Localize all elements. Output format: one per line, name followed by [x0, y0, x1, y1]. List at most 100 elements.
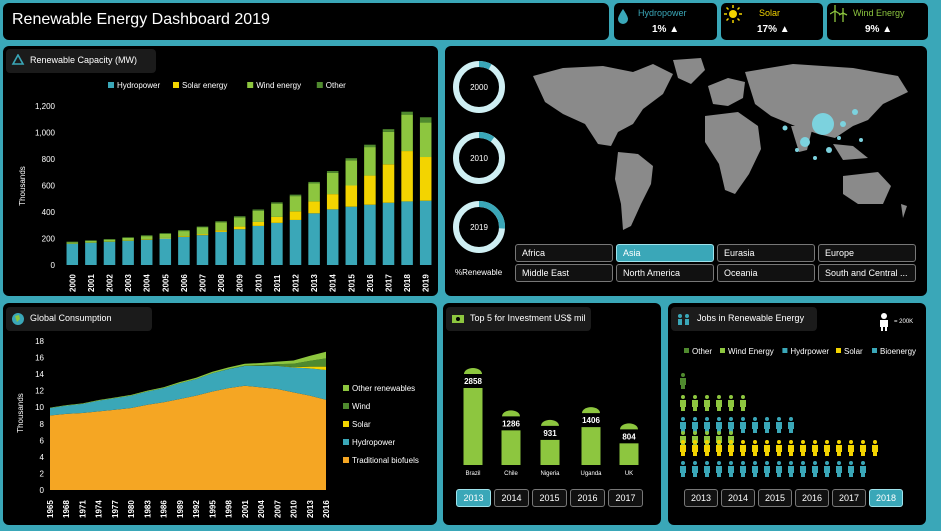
- capacity-bar-other: [66, 241, 79, 243]
- people-icon: [678, 314, 689, 325]
- capacity-x-tick: 2004: [143, 274, 152, 292]
- capacity-bar-solar-energy: [401, 151, 413, 202]
- consumption-legend-item: Hydropower: [352, 438, 395, 447]
- investment-year-2015[interactable]: 2015: [532, 489, 567, 507]
- investment-category-label: Brazil: [465, 471, 480, 477]
- capacity-x-tick: 2008: [217, 274, 226, 292]
- map-africa: [705, 112, 761, 194]
- capacity-bar-wind-energy: [401, 114, 413, 152]
- capacity-bar-wind-energy: [140, 236, 153, 240]
- consumption-y-tick: 14: [35, 370, 44, 379]
- investment-category-label: Nigeria: [540, 471, 560, 477]
- capacity-bar-solar-energy: [345, 185, 358, 207]
- capacity-bar-hydropower: [271, 222, 283, 265]
- jobs-person-icon: [692, 395, 698, 411]
- world-map[interactable]: [523, 54, 923, 244]
- region-button-asia[interactable]: Asia: [616, 244, 714, 262]
- region-button-middle-east[interactable]: Middle East: [515, 264, 613, 282]
- donut-arc: [478, 61, 492, 70]
- renewable-label: %Renewable: [455, 268, 503, 277]
- jobs-year-2014[interactable]: 2014: [721, 489, 755, 507]
- region-button-eurasia[interactable]: Eurasia: [717, 244, 815, 262]
- jobs-person-icon: [752, 440, 758, 456]
- capacity-x-tick: 2014: [329, 274, 338, 292]
- region-button-south-and-central-[interactable]: South and Central ...: [818, 264, 916, 282]
- investment-year-2017[interactable]: 2017: [608, 489, 643, 507]
- investment-category-label: Chile: [504, 471, 518, 477]
- capacity-bar-hydropower: [252, 225, 265, 265]
- capacity-bar-hydropower: [364, 204, 376, 265]
- jobs-year-2017[interactable]: 2017: [832, 489, 866, 507]
- capacity-legend-item: Solar energy: [182, 81, 227, 90]
- consumption-x-tick: 1974: [95, 500, 104, 518]
- jobs-person-icon: [680, 461, 686, 477]
- jobs-person-icon: [728, 431, 734, 447]
- investment-year-2016[interactable]: 2016: [570, 489, 605, 507]
- investment-year-2013[interactable]: 2013: [456, 489, 491, 507]
- jobs-person-icon: [704, 395, 710, 411]
- capacity-bar-hydropower: [289, 219, 302, 265]
- jobs-person-icon: [680, 395, 686, 411]
- investment-category-label: Uganda: [580, 471, 602, 477]
- capacity-bar-wind-energy: [122, 237, 134, 241]
- map-panel: 2000 2010 2019 %Renewable Africa Asia Eurasi…: [445, 46, 927, 296]
- capacity-bar-wind-energy: [215, 222, 227, 231]
- investment-bar: [581, 427, 601, 465]
- jobs-legend-item: Solar: [844, 347, 863, 356]
- consumption-x-tick: 1983: [143, 500, 152, 518]
- capacity-bar-other: [85, 240, 97, 242]
- recycle-icon: [11, 54, 25, 65]
- map-asia: [745, 64, 908, 138]
- capacity-bar-hydropower: [103, 241, 116, 265]
- capacity-bar-hydropower: [122, 240, 134, 265]
- jobs-person-icon: [680, 417, 686, 433]
- jobs-year-2015[interactable]: 2015: [758, 489, 792, 507]
- jobs-year-2013[interactable]: 2013: [684, 489, 718, 507]
- jobs-person-icon: [680, 373, 686, 389]
- donut-label: 2019: [470, 223, 488, 232]
- capacity-bar-solar-energy: [159, 237, 172, 239]
- capacity-legend-swatch: [108, 82, 114, 88]
- region-button-europe[interactable]: Europe: [818, 244, 916, 262]
- jobs-person-icon: [776, 440, 782, 456]
- money-icon: [452, 315, 464, 323]
- map-se-asia: [833, 144, 868, 160]
- capacity-bar-other: [364, 144, 376, 148]
- donut-label: 2010: [470, 154, 488, 163]
- capacity-bar-other: [419, 117, 432, 123]
- capacity-bar-hydropower: [159, 238, 172, 265]
- consumption-y-tick: 4: [40, 453, 45, 462]
- jobs-year-2018[interactable]: 2018: [869, 489, 903, 507]
- capacity-chart: 0 200 400 600 800 1,000 1,200 Thousands 2000 2001…: [18, 81, 432, 292]
- jobs-year-2016[interactable]: 2016: [795, 489, 829, 507]
- region-button-africa[interactable]: Africa: [515, 244, 613, 262]
- drop-icon: [618, 9, 628, 24]
- jobs-person-icon: [692, 417, 698, 433]
- investment-bar-cap: [464, 368, 482, 374]
- jobs-person-icon: [728, 395, 734, 411]
- map-oceania: [843, 172, 891, 204]
- map-greenland: [673, 58, 705, 84]
- donut-arc: [478, 132, 495, 142]
- jobs-person-icon: [740, 417, 746, 433]
- region-button-oceania[interactable]: Oceania: [717, 264, 815, 282]
- capacity-x-tick: 2017: [385, 274, 394, 292]
- jobs-person-icon: [740, 461, 746, 477]
- capacity-bar-wind-energy: [326, 172, 339, 195]
- capacity-y-label: Thousands: [18, 166, 27, 206]
- capacity-y-tick: 1,200: [35, 102, 56, 111]
- investment-year-2014[interactable]: 2014: [494, 489, 529, 507]
- jobs-person-icon: [860, 440, 866, 456]
- consumption-legend-item: Traditional biofuels: [352, 456, 419, 465]
- region-button-north-america[interactable]: North America: [616, 264, 714, 282]
- capacity-x-tick: 2009: [236, 274, 245, 292]
- capacity-bar-wind-energy: [178, 231, 190, 237]
- investment-bar-cap: [502, 410, 520, 417]
- consumption-y-tick: 2: [40, 469, 45, 478]
- map-south-america: [615, 152, 653, 230]
- capacity-bar-hydropower: [308, 213, 320, 265]
- capacity-bar-hydropower: [196, 235, 209, 265]
- consumption-area-traditional-biofuels: [50, 385, 326, 490]
- capacity-x-tick: 2011: [273, 274, 282, 292]
- investment-label-bg: [462, 375, 484, 386]
